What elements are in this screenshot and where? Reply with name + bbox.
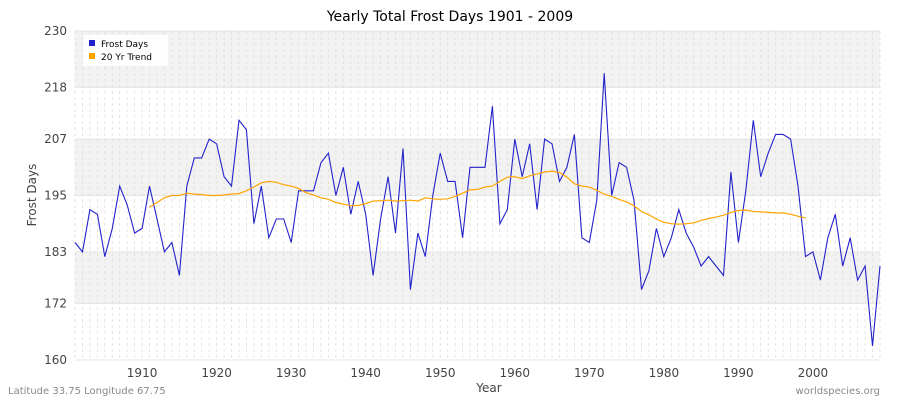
series-lines [74,73,881,346]
legend-swatch-trend [89,53,95,59]
x-tick-label: 1960 [499,366,530,380]
x-axis-label: Year [475,381,501,395]
y-tick-label: 195 [44,189,67,203]
legend-label-trend: 20 Yr Trend [101,53,152,63]
x-tick-label: 1970 [574,366,605,380]
x-tick-label: 2000 [798,366,829,380]
legend-box [83,35,168,66]
trend-line [149,170,806,225]
x-tick-label: 1990 [723,366,754,380]
chart-title: Yearly Total Frost Days 1901 - 2009 [326,9,573,25]
x-tick-label: 1910 [127,366,158,380]
legend-swatch-frost-days [89,40,95,46]
y-tick-label: 183 [44,245,67,259]
frost-days-line [74,73,881,346]
x-tick-label: 1980 [649,366,680,380]
footer-credit: worldspecies.org [796,386,880,397]
x-tick-label: 1940 [350,366,381,380]
y-axis-label: Frost Days [25,164,39,227]
y-tick-label: 218 [44,80,67,94]
y-tick-label: 207 [44,132,67,146]
plot-band [75,31,880,88]
legend: Frost Days 20 Yr Trend [83,35,168,66]
footer-location: Latitude 33.75 Longitude 67.75 [8,386,166,397]
x-axis-ticks: 1910 1920 1930 1940 1950 1960 1970 1980 1990 2000 [127,366,828,380]
x-tick-label: 1920 [201,366,232,380]
legend-label-frost-days: Frost Days [101,40,148,50]
x-tick-label: 1930 [276,366,307,380]
x-tick-label: 1950 [425,366,456,380]
y-tick-label: 160 [44,353,67,367]
y-tick-label: 172 [44,297,67,311]
y-tick-label: 230 [44,24,67,38]
y-axis-ticks: 160 172 183 195 207 218 230 [44,24,67,367]
